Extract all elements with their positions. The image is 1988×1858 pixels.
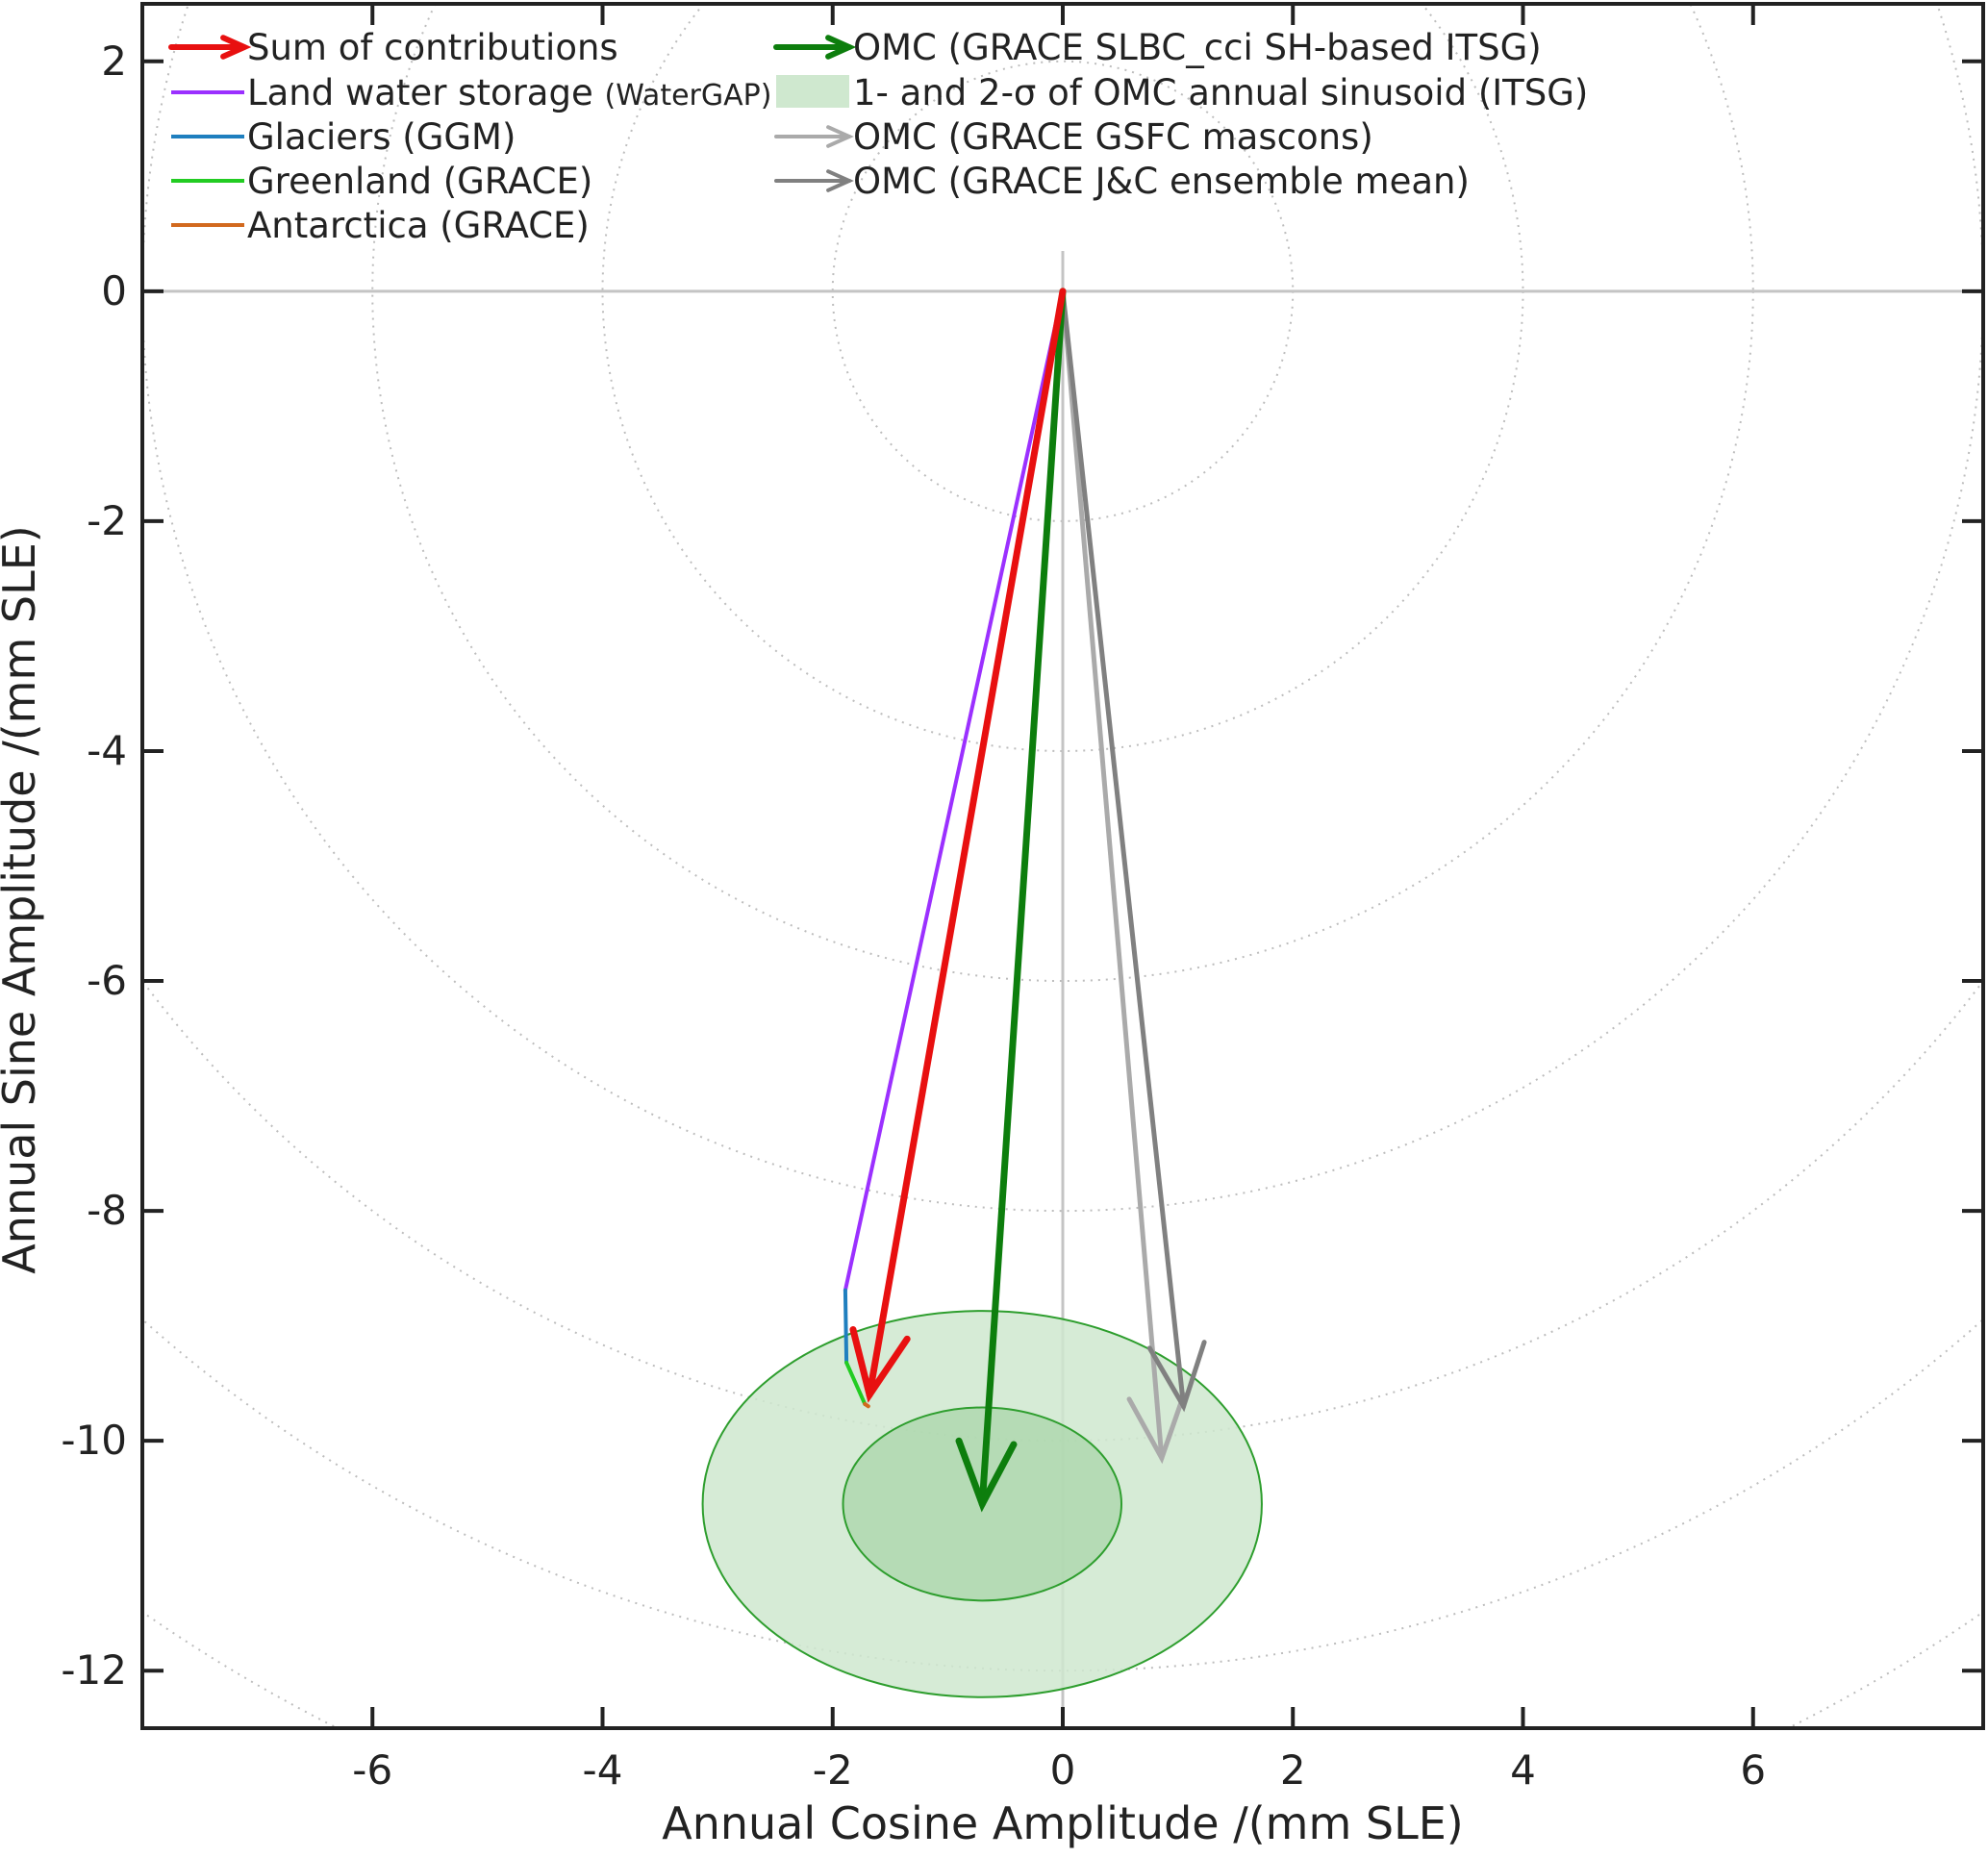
x-tick-label: 0 — [1050, 1746, 1076, 1794]
legend-symbol-col2-4-head — [826, 169, 854, 192]
arrow-4-shaft — [1060, 289, 1187, 1409]
arrow-1 — [849, 288, 1067, 1403]
legend-label-col1-1: Sum of contributions — [247, 27, 618, 68]
y-tick-label: 0 — [101, 267, 127, 314]
y-tick-label: -4 — [87, 727, 127, 774]
contribution-segment-2 — [843, 1288, 849, 1365]
legend-symbol-col2-4 — [774, 169, 854, 192]
legend-symbol-col2-3 — [774, 125, 854, 148]
x-tick-label: 6 — [1740, 1746, 1766, 1794]
legend-symbol-col2-1 — [773, 35, 857, 60]
x-tick-label: -2 — [813, 1746, 853, 1794]
contribution-segment-3 — [844, 1360, 868, 1406]
y-tick-label: -2 — [87, 497, 127, 544]
arrow-2-head — [955, 1437, 1018, 1513]
legend-symbol-col2-2 — [776, 75, 849, 108]
y-tick-label: -12 — [61, 1646, 127, 1694]
arrow-1-head — [849, 1325, 911, 1403]
legend-label-col1-5: Antarctica (GRACE) — [247, 205, 590, 246]
legend: Sum of contributions Land water storage … — [168, 27, 1588, 246]
arrow-4-head — [1146, 1340, 1207, 1413]
x-tick-label: 2 — [1280, 1746, 1306, 1794]
legend-label-suffix: (WaterGAP) — [604, 79, 771, 113]
arrow-1-shaft — [866, 288, 1067, 1398]
contribution-segment-4 — [863, 1401, 870, 1409]
x-axis-label: Annual Cosine Amplitude /(mm SLE) — [662, 1797, 1463, 1849]
arrow-3-shaft — [1060, 289, 1165, 1461]
y-tick-label: -8 — [87, 1187, 127, 1234]
vector-layer — [843, 288, 1207, 1513]
legend-symbol-col1-1 — [168, 35, 252, 60]
legend-label-col2-2: 1- and 2-σ of OMC annual sinusoid (ITSG) — [853, 72, 1588, 113]
arrow-2 — [955, 288, 1067, 1513]
x-tick-label: -4 — [583, 1746, 623, 1794]
legend-label-col1-2: Land water storage (WaterGAP) — [247, 72, 771, 113]
legend-label-col2-3: OMC (GRACE GSFC mascons) — [853, 116, 1373, 158]
x-tick-label: 4 — [1510, 1746, 1536, 1794]
y-tick-label: -6 — [87, 957, 127, 1004]
legend-symbol-col2-1-head — [825, 35, 857, 60]
arrow-3-head — [1126, 1392, 1187, 1465]
legend-label-col2-1: OMC (GRACE SLBC_cci SH-based ITSG) — [853, 27, 1542, 68]
y-tick-label: -10 — [61, 1417, 127, 1464]
legend-label-col1-3: Glaciers (GGM) — [247, 116, 516, 158]
legend-label-col1-4: Greenland (GRACE) — [247, 161, 592, 202]
legend-label-col2-4: OMC (GRACE J&C ensemble mean) — [853, 161, 1470, 202]
arrow-4 — [1060, 289, 1207, 1413]
y-tick-label: 2 — [101, 38, 127, 85]
contribution-segment-1 — [843, 289, 1065, 1293]
arrow-3 — [1060, 289, 1187, 1465]
legend-symbol-col2-3-head — [826, 125, 854, 148]
arrow-2-shaft — [978, 288, 1067, 1508]
y-axis-label: Annual Sine Amplitude /(mm SLE) — [0, 525, 45, 1273]
tick-layer: -6 -4 -2 0 2 4 6 2 0 -2 -4 -6 -8 -10 -12 — [61, 4, 1983, 1794]
x-tick-label: -6 — [352, 1746, 392, 1794]
legend-symbol-col1-1-head — [220, 35, 252, 60]
